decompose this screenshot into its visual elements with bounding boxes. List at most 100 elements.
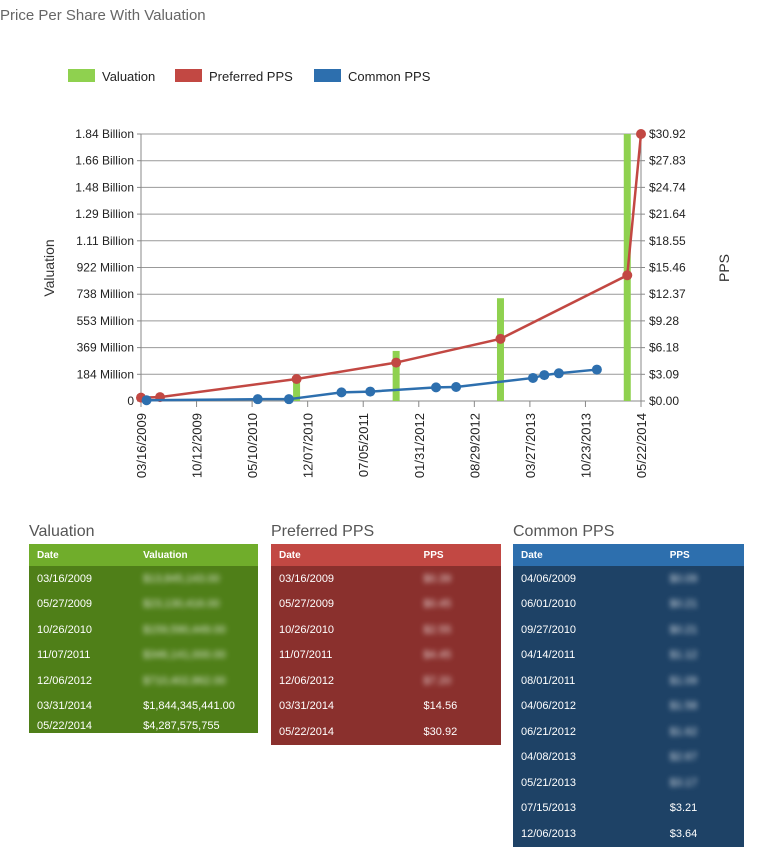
y-right-tick-label: $9.28 [649,314,679,328]
common-pps-panel: Common PPS Date PPS 04/06/2009 $0.09 06/01… [513,522,744,847]
common-pps-point [451,382,462,393]
common-pps-point [141,395,152,406]
y-right-tick-label: $24.74 [649,180,686,194]
x-tick-label: 05/10/2010 [245,413,260,478]
preferred-pps-point [391,357,402,368]
value-text: $3.64 [669,827,698,840]
preferred-pps-table-title: Preferred PPS [271,523,375,540]
cell-date: 05/22/2014 [271,719,364,745]
cell-date: 06/01/2010 [513,591,610,617]
cell-date: 12/06/2012 [29,668,104,694]
y-left-tick-label: 369 Million [77,341,134,355]
cell-value: $0.09 [609,566,744,592]
cell-date: 05/27/2009 [271,591,364,617]
y-left-tick-label: 1.84 Billion [75,127,134,141]
legend-label: Preferred PPS [209,69,293,84]
cell-date: 11/07/2011 [271,642,364,668]
cell-value: $0.21 [609,617,744,643]
common-pps-table: Date PPS 04/06/2009 $0.09 06/01/2010 $0.21 0… [513,544,744,847]
cell-date: 07/15/2013 [513,795,610,821]
cell-date: 03/16/2009 [29,566,104,592]
cell-value: $159,590,449.00 [103,617,258,643]
table-row: 12/06/2012 $710,402,862.00 [29,668,258,694]
common-pps-point [431,382,442,393]
table-row: 07/15/2013 $3.21 [513,795,744,821]
y-right-tick-label: $12.37 [649,287,686,301]
cell-value: $3.17 [609,770,744,796]
x-tick-label: 07/05/2011 [356,413,371,477]
redacted-value: $1.62 [669,725,698,738]
cell-value: $1,844,345,441.00 [103,693,258,719]
cell-value: $710,402,862.00 [103,668,258,694]
preferred-pps-line [140,133,643,399]
x-tick-label: 05/22/2014 [634,413,649,478]
table-row: 03/16/2009 $0.39 [271,566,501,592]
y-right-tick-label: $27.83 [649,154,686,168]
redacted-value: $0.45 [423,598,452,611]
cell-value: $4,287,575,755 [103,719,258,733]
table-row: 11/07/2011 $346,141,000.00 [29,642,258,668]
cell-date: 12/06/2012 [271,668,364,694]
table-row: 12/06/2013 $3.64 [513,821,744,847]
valuation-bar [293,377,301,401]
redacted-value: $0.21 [669,598,698,611]
y-left-tick-label: 1.11 Billion [76,234,134,248]
table-row: 06/01/2010 $0.21 [513,591,744,617]
cell-value: $7.20 [363,668,501,694]
cell-value: $1.12 [609,642,744,668]
common-pps-point [539,370,550,381]
table-row: 10/26/2010 $2.55 [271,617,501,643]
redacted-value: $2.67 [669,751,698,764]
y-right-tick-label: $15.46 [649,261,686,275]
price-valuation-chart: Valuation Preferred PPS Common PPS 1.84 Bil… [41,69,732,478]
cell-date: 04/14/2011 [513,642,610,668]
redacted-value: $0.39 [423,572,452,585]
common-pps-point [553,368,564,379]
table-row: 09/27/2010 $0.21 [513,617,744,643]
cell-date: 04/06/2012 [513,693,610,719]
redacted-value: $1.58 [669,700,698,713]
cell-value: $3.21 [609,795,744,821]
cell-date: 05/22/2014 [29,719,104,733]
common-pps-point [365,386,376,397]
cell-date: 03/31/2014 [271,693,364,719]
redacted-value: $23,130,416.00 [143,598,220,611]
cell-value: $23,130,416.00 [103,591,258,617]
preferred-pps-panel: Preferred PPS Date PPS 03/16/2009 $0.39 05… [271,522,501,745]
valuation-table-title: Valuation [29,523,95,540]
valuation-bar [496,298,504,401]
table-row: 04/06/2009 $0.09 [513,566,744,592]
y-left-tick-label: 184 Million [77,367,134,381]
table-row: 05/22/2014 $4,287,575,755 [29,719,258,733]
table-row: 05/22/2014 $30.92 [271,719,501,745]
y-right-tick-label: $0.00 [649,394,679,408]
col-header-pps: PPS [609,544,744,566]
redacted-value: $7.20 [423,674,452,687]
table-row: 04/14/2011 $1.12 [513,642,744,668]
x-tick-label: 12/07/2010 [301,413,316,478]
cell-value: $2.55 [363,617,501,643]
cell-value: $1.09 [609,668,744,694]
value-text: $30.92 [423,725,458,738]
y-right-tick-label: $21.64 [649,207,686,221]
table-row: 10/26/2010 $159,590,449.00 [29,617,258,643]
redacted-value: $0.09 [669,572,698,585]
x-tick-label: 03/16/2009 [134,413,149,478]
redacted-value: $159,590,449.00 [143,623,226,636]
table-row: 03/16/2009 $13,845,143.00 [29,566,258,592]
y-right-tick-label: $30.92 [649,127,686,141]
cell-date: 06/21/2012 [513,719,610,745]
redacted-value: $1.12 [669,649,698,662]
redacted-value: $3.17 [669,776,698,789]
preferred-pps-table: Date PPS 03/16/2009 $0.39 05/27/2009 $0.45 1… [271,544,501,745]
cell-value: $4.45 [363,642,501,668]
table-row: 05/27/2009 $0.45 [271,591,501,617]
table-row: 11/07/2011 $4.45 [271,642,501,668]
redacted-value: $0.21 [669,623,698,636]
cell-value: $0.39 [363,566,501,592]
cell-date: 08/01/2011 [513,668,610,694]
y-left-tick-label: 1.66 Billion [75,154,134,168]
common-pps-point [283,394,294,405]
y-left-axis-title: Valuation [41,239,57,296]
table-row: 05/27/2009 $23,130,416.00 [29,591,258,617]
